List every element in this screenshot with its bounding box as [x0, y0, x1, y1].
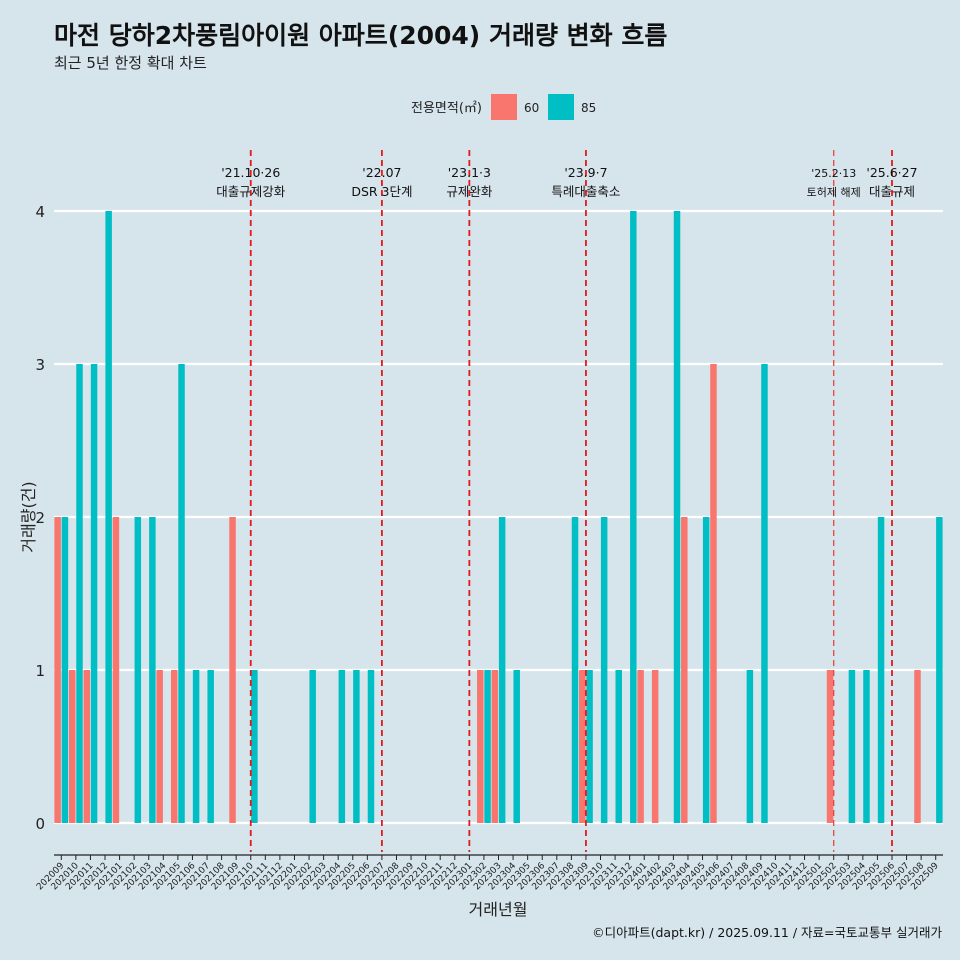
- bar-85-202405: [702, 517, 710, 823]
- event-date: '25.6·27: [866, 165, 917, 180]
- event-date: '22.07: [362, 165, 401, 180]
- bar-85-202304: [513, 670, 520, 823]
- bar-85-202202: [309, 670, 316, 823]
- event-date: '21.10·26: [221, 165, 280, 180]
- bar-60-202402: [651, 670, 659, 823]
- y-tick-label: 0: [35, 815, 45, 833]
- event-date: '23.9·7: [564, 165, 607, 180]
- y-tick-label: 1: [35, 662, 45, 680]
- bar-85-202206: [367, 670, 375, 823]
- bar-85-202409: [761, 364, 768, 823]
- bar-85-202505: [877, 517, 885, 823]
- bar-85-202103: [149, 517, 156, 823]
- bar-85-202503: [848, 670, 856, 823]
- y-tick-label: 4: [35, 203, 45, 221]
- event-label: 대출규제: [869, 184, 915, 199]
- bar-85-202011: [90, 364, 98, 823]
- event-date: '23.1·3: [448, 165, 491, 180]
- bar-60-202406: [710, 364, 717, 823]
- bar-60-202303: [491, 670, 499, 823]
- bar-85-202303: [498, 517, 506, 823]
- bar-85-202312: [630, 211, 637, 823]
- bar-85-202309: [586, 670, 593, 823]
- bar-60-202009: [54, 517, 61, 823]
- bar-85-202504: [863, 670, 870, 823]
- bar-60-202502: [826, 670, 834, 823]
- bar-85-202107: [207, 670, 214, 823]
- event-date: '25.2·13: [811, 167, 856, 180]
- bar-60-202011: [83, 670, 91, 823]
- bar-85-202408: [746, 670, 754, 823]
- bar-85-202102: [134, 517, 142, 823]
- bar-60-202302: [477, 670, 484, 823]
- chart-subtitle: 최근 5년 한정 확대 차트: [54, 54, 207, 72]
- chart-caption: ©디아파트(dapt.kr) / 2025.09.11 / 자료=국토교통부 실…: [592, 925, 942, 940]
- bar-85-202106: [192, 670, 200, 823]
- event-label: 토허제 해제: [807, 185, 861, 199]
- bar-85-202012: [105, 211, 112, 823]
- legend-label-85: 85: [581, 101, 596, 115]
- y-axis-title: 거래량(건): [19, 481, 38, 552]
- bar-60-202104: [156, 670, 163, 823]
- legend-label-60: 60: [524, 101, 539, 115]
- bar-85-202205: [353, 670, 360, 823]
- bar-85-202010: [76, 364, 83, 823]
- bar-85-202310: [600, 517, 608, 823]
- bar-60-202401: [637, 670, 644, 823]
- legend-swatch-85: [548, 94, 574, 120]
- legend-title: 전용면적(㎡): [411, 101, 482, 116]
- bar-85-202509: [936, 517, 943, 823]
- bar-85-202403: [673, 211, 681, 823]
- legend-swatch-60: [491, 94, 517, 120]
- bar-60-202105: [170, 670, 178, 823]
- event-label: 규제완화: [446, 184, 493, 199]
- bar-60-202508: [914, 670, 921, 823]
- bar-85-202308: [571, 517, 579, 823]
- bar-60-202010: [68, 670, 76, 823]
- bar-60-202309: [579, 670, 586, 823]
- event-label: 대출규제강화: [216, 184, 286, 199]
- bar-60-202109: [229, 517, 236, 823]
- bar-85-202302: [484, 670, 491, 823]
- bar-85-202311: [615, 670, 622, 823]
- bar-85-202009: [61, 517, 69, 823]
- chart-title: 마전 당하2차풍림아이원 아파트(2004) 거래량 변화 흐름: [54, 21, 668, 50]
- bar-85-202110: [251, 670, 258, 823]
- y-tick-label: 3: [35, 356, 45, 374]
- y-tick-label: 2: [35, 509, 45, 527]
- bar-85-202105: [178, 364, 185, 823]
- event-label: 특례대출축소: [551, 184, 620, 199]
- bar-60-202101: [112, 517, 120, 823]
- x-axis-title: 거래년월: [469, 900, 528, 919]
- event-label: DSR 3단계: [351, 184, 412, 199]
- bar-85-202204: [338, 670, 346, 823]
- bar-60-202404: [681, 517, 688, 823]
